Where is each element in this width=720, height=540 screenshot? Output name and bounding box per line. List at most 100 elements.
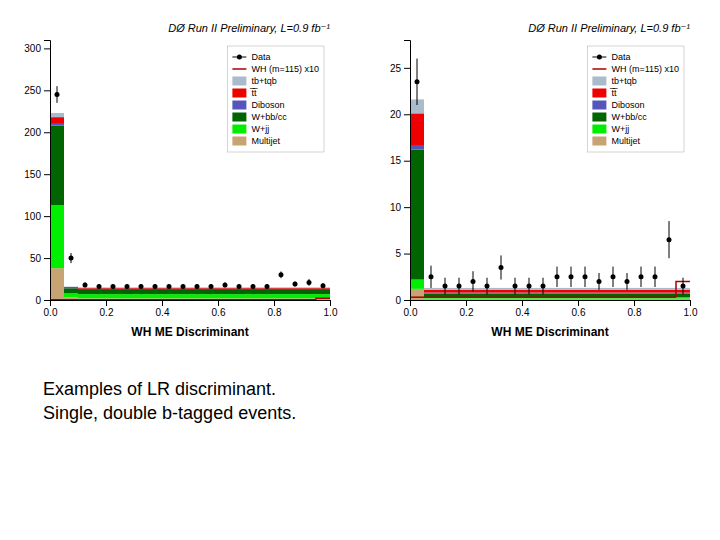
bar-segment <box>424 299 438 300</box>
bar-segment <box>452 297 466 298</box>
bar-segment <box>78 298 92 300</box>
data-point <box>429 274 434 279</box>
bar-segment <box>676 299 690 300</box>
legend-item: tb+tqb <box>232 76 276 86</box>
tick-label: 0.2 <box>460 307 474 318</box>
tick: 0.2 <box>100 300 114 318</box>
legend-label: Data <box>251 52 270 62</box>
bar-segment <box>218 288 232 289</box>
tick: 0.4 <box>516 300 530 318</box>
tick-label: 20 <box>390 109 402 120</box>
tick-label: 0.0 <box>44 307 58 318</box>
bar-segment <box>634 290 648 293</box>
legend-label: tb+tqb <box>251 76 276 86</box>
x-axis-label: WH ME Discriminant <box>491 325 608 339</box>
data-point <box>195 284 200 289</box>
bar-segment <box>204 298 218 300</box>
bar-segment <box>246 298 260 300</box>
legend: DataWH (m=115) x10tb+tqbt̅t̅DibosonW+bb/… <box>587 46 684 152</box>
bar-segment <box>592 297 606 298</box>
panel-title: DØ Run II Preliminary, L=0.9 fb⁻¹ <box>528 22 690 34</box>
tick: 100 <box>24 211 50 222</box>
data-point <box>485 284 490 289</box>
bar-segment <box>64 297 78 300</box>
data-point <box>279 272 284 277</box>
legend-item: W+bb/cc <box>232 112 287 122</box>
data-point <box>55 92 60 97</box>
bar-segment <box>50 268 64 300</box>
legend-label: WH (m=115) x10 <box>611 64 679 74</box>
tick: 0 <box>35 295 50 306</box>
data-point <box>443 284 448 289</box>
bar-segment <box>564 294 578 298</box>
data-point <box>513 284 518 289</box>
step-segment <box>452 296 466 298</box>
tick-mark <box>274 300 275 306</box>
step-segment <box>480 296 494 298</box>
tick-mark <box>404 161 410 162</box>
tick-label: 0.8 <box>628 307 642 318</box>
bar-segment <box>564 299 578 300</box>
bar-segment <box>634 288 648 290</box>
axis-line <box>404 41 411 301</box>
tick: 200 <box>24 127 50 138</box>
step-segment <box>120 299 134 300</box>
bar-segment <box>148 289 162 294</box>
step-segment <box>176 299 190 300</box>
legend-swatch <box>232 101 246 110</box>
tick-mark <box>634 300 635 306</box>
step-segment <box>508 296 522 298</box>
tick-label: 0.6 <box>572 307 586 318</box>
step-segment <box>578 296 592 298</box>
bar-segment <box>274 294 288 298</box>
bar-segment <box>302 294 316 298</box>
data-point <box>139 284 144 289</box>
tick: 0.0 <box>404 300 418 318</box>
step-segment <box>64 299 78 300</box>
legend-swatch <box>592 125 606 134</box>
bar-segment <box>410 280 424 289</box>
bar-segment <box>424 297 438 298</box>
legend-label: tb+tqb <box>611 76 636 86</box>
bar-segment <box>424 288 438 290</box>
bar-segment <box>578 297 592 298</box>
data-point <box>653 274 658 279</box>
step-segment <box>564 296 578 298</box>
tick-mark <box>404 254 410 255</box>
tick-mark <box>404 68 410 69</box>
tick: 20 <box>390 109 410 120</box>
bar-segment <box>260 289 274 294</box>
bar-segment <box>218 298 232 300</box>
bar-segment <box>120 289 134 294</box>
bar-segment <box>466 299 480 300</box>
tick-mark <box>404 114 410 115</box>
bar-segment <box>302 287 316 288</box>
tick-label: 0.8 <box>268 307 282 318</box>
tick-label: 200 <box>24 127 41 138</box>
caption-line: Examples of LR discriminant. <box>43 379 276 399</box>
bar-segment <box>592 290 606 293</box>
bar-segment <box>522 299 536 300</box>
bar-segment <box>592 294 606 298</box>
tick: 0.4 <box>156 300 170 318</box>
bar-segment <box>578 299 592 300</box>
bar-segment <box>662 299 676 300</box>
bar-segment <box>494 294 508 298</box>
bar-segment <box>606 299 620 300</box>
bar-segment <box>288 288 302 289</box>
bar-segment <box>232 289 246 294</box>
bar-segment <box>106 294 120 298</box>
bar-segment <box>204 289 218 294</box>
step-segment <box>134 299 148 300</box>
tick-mark <box>44 132 50 133</box>
bar-segment <box>438 299 452 300</box>
data-point <box>415 79 420 84</box>
step-segment <box>662 296 676 298</box>
bar-segment <box>634 297 648 298</box>
bar-segment <box>302 298 316 300</box>
tick-mark <box>404 300 410 301</box>
tick: 150 <box>24 169 50 180</box>
bar-segment <box>648 288 662 290</box>
legend-swatch <box>592 89 606 98</box>
bar-segment <box>92 298 106 300</box>
